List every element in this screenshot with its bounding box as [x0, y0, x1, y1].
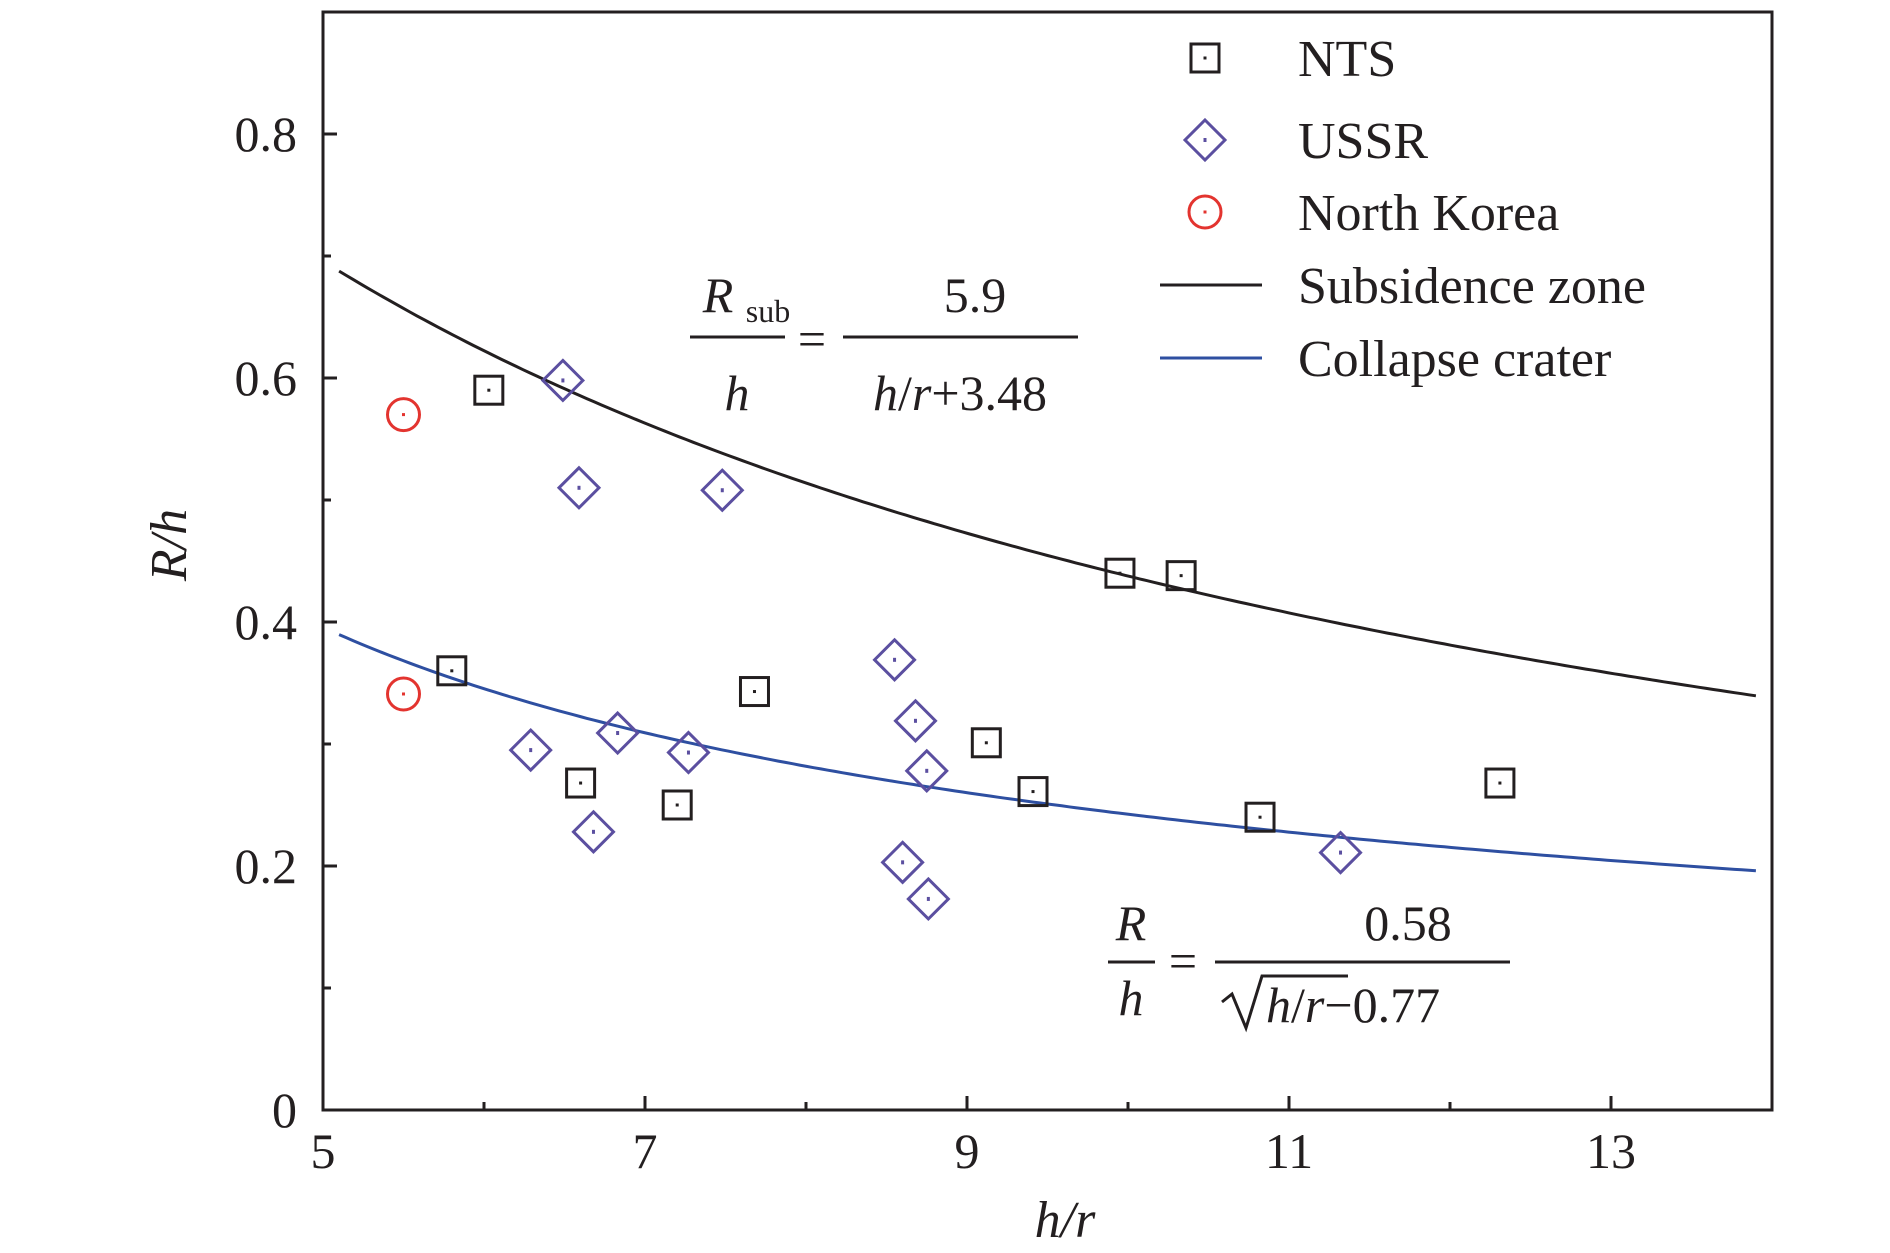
legend-label: Collapse crater — [1298, 331, 1611, 388]
point-diamond — [700, 468, 745, 513]
collapse-curve — [338, 633, 1757, 873]
x-tick-label: 11 — [1265, 1123, 1313, 1179]
legend: NTS USSR North Korea Subsidence zone Collaps… — [1160, 31, 1646, 388]
x-axis-label: h/r — [1035, 1192, 1096, 1249]
point-square-dot — [675, 803, 679, 807]
y-axis-label: R/h — [141, 509, 198, 582]
point-diamond-dot — [913, 718, 917, 723]
point-diamond — [571, 809, 616, 854]
point-circle — [386, 676, 421, 712]
point-square-dot — [1179, 574, 1183, 578]
point-square-dot — [1258, 815, 1262, 819]
point-square-dot — [752, 690, 756, 694]
point-diamond — [906, 876, 951, 922]
point-square-dot — [1031, 790, 1035, 794]
point-diamond-dot — [1339, 850, 1343, 855]
point-square — [661, 789, 693, 821]
point-square — [738, 676, 770, 708]
point-diamond-dot — [925, 768, 929, 773]
col-eq-equals: = — [1169, 933, 1197, 989]
y-tick-label: 0.2 — [235, 838, 298, 894]
point-diamond-dot — [591, 829, 595, 834]
sub-eq-denominator: h/r+3.48 — [873, 365, 1047, 421]
legend-label: North Korea — [1298, 185, 1559, 242]
point-square-dot — [1118, 571, 1122, 575]
legend-marker-circle-dot — [1203, 210, 1207, 214]
y-tick-label: 0.4 — [235, 594, 298, 650]
point-square — [473, 374, 505, 406]
point-diamond — [556, 465, 602, 510]
y-tick-label: 0.8 — [235, 106, 298, 162]
sub-eq-numerator: 5.9 — [944, 267, 1007, 323]
point-square-dot — [984, 741, 988, 745]
x-tick-label: 7 — [633, 1123, 658, 1179]
point-square — [1104, 557, 1136, 589]
y-tick-label: 0 — [272, 1082, 297, 1138]
subsidence-curve — [338, 269, 1757, 698]
legend-label: NTS — [1298, 31, 1396, 88]
point-diamond-dot — [893, 657, 897, 662]
point-diamond — [595, 710, 640, 756]
point-circle-dot — [402, 413, 405, 417]
point-diamond-dot — [529, 748, 533, 753]
point-diamond-dot — [720, 488, 724, 493]
point-diamond-dot — [561, 378, 565, 383]
point-diamond — [893, 698, 938, 743]
point-circle-dot — [402, 692, 405, 696]
point-diamond-dot — [926, 896, 930, 901]
data-points — [386, 358, 1516, 922]
point-square — [1165, 560, 1197, 592]
legend-marker-square-dot — [1203, 56, 1207, 60]
sub-eq-denominator-h: h — [725, 365, 750, 421]
col-eq-denominator-h: h — [1119, 970, 1144, 1026]
legend-label: USSR — [1298, 113, 1428, 170]
collapse-equation: R h = 0.58 h/r−0.77 — [1108, 895, 1510, 1033]
point-diamond — [872, 637, 917, 682]
col-eq-numerator-R: R — [1115, 895, 1147, 951]
col-eq-denominator: h/r−0.77 — [1266, 977, 1440, 1033]
point-diamond-dot — [901, 860, 905, 865]
point-square-dot — [450, 669, 454, 673]
point-square-dot — [487, 388, 491, 392]
legend-marker-diamond-dot — [1203, 138, 1207, 142]
point-diamond — [508, 727, 553, 773]
col-eq-numerator: 0.58 — [1364, 895, 1452, 951]
plot-border — [321, 10, 1774, 1112]
point-diamond — [904, 748, 949, 793]
legend-marker-square — [1189, 42, 1221, 74]
legend-label: Subsidence zone — [1298, 258, 1646, 315]
point-diamond-dot — [616, 731, 620, 736]
sub-eq-numerator-R: R — [702, 267, 734, 323]
point-square-dot — [579, 781, 583, 785]
point-square — [1244, 801, 1276, 833]
point-square — [565, 767, 597, 799]
subsidence-equation: R sub h = 5.9 h/r+3.48 — [690, 267, 1078, 421]
x-tick-label: 13 — [1586, 1123, 1636, 1179]
point-square — [1017, 776, 1049, 808]
point-diamond-dot — [686, 750, 690, 755]
x-tick-label: 5 — [311, 1123, 336, 1179]
y-tick-label: 0.6 — [235, 350, 298, 406]
point-square-dot — [1498, 781, 1502, 785]
sqrt-sign — [1221, 974, 1348, 1033]
point-diamond — [666, 730, 711, 775]
point-diamond — [1318, 830, 1363, 875]
axis-ticks: 5 7 9 11 13 0 0.2 0.4 0.6 0.8 — [235, 106, 1637, 1179]
sub-eq-equals: = — [798, 311, 826, 367]
point-square — [970, 727, 1002, 759]
point-diamond — [880, 840, 925, 885]
point-square — [436, 655, 468, 687]
sub-eq-subscript: sub — [746, 293, 790, 329]
x-tick-label: 9 — [955, 1123, 980, 1179]
legend-marker-diamond — [1182, 117, 1228, 163]
point-diamond-dot — [577, 485, 581, 490]
point-diamond — [540, 358, 586, 403]
point-circle — [386, 397, 421, 433]
legend-marker-circle — [1187, 194, 1223, 230]
point-square — [1484, 767, 1516, 799]
plot-frame — [321, 10, 1774, 1112]
